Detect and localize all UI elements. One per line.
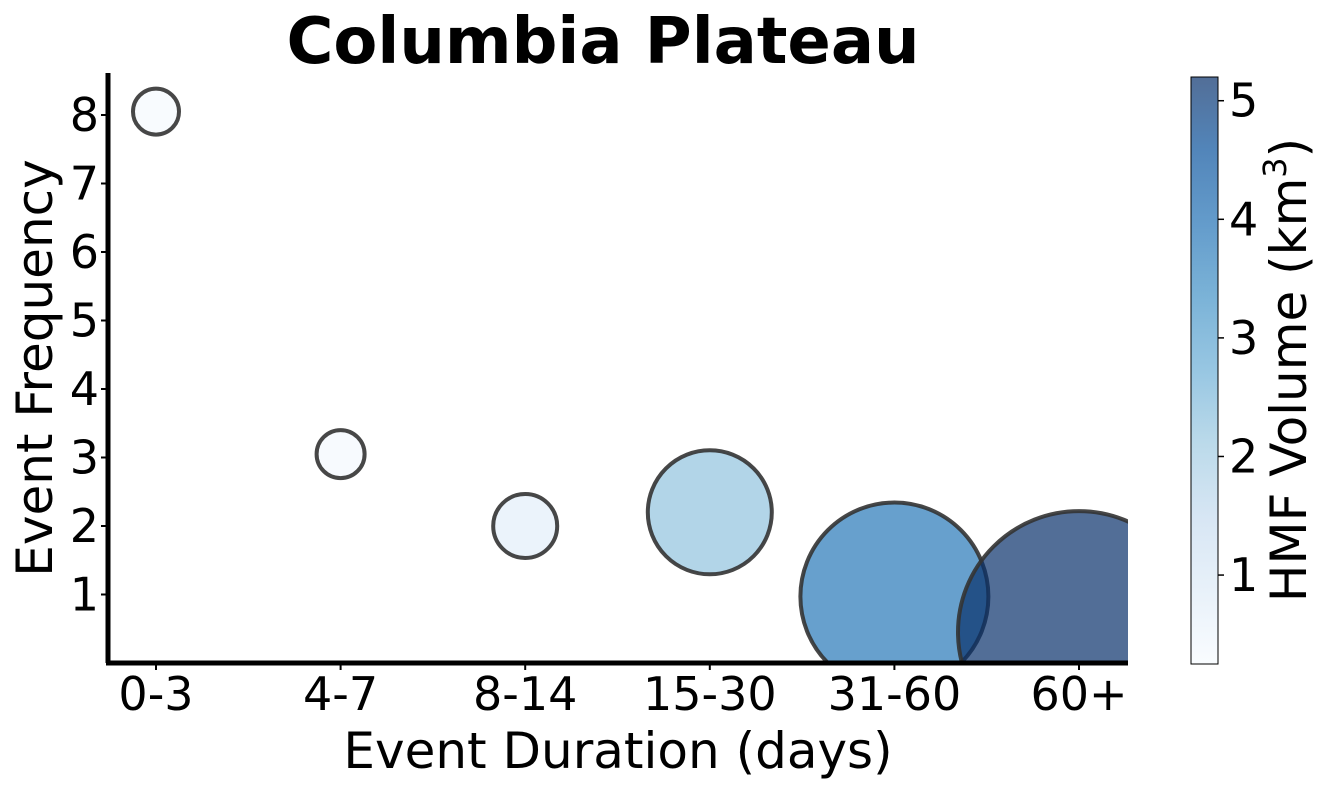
bubble-4-7 [314, 428, 367, 481]
x-axis-label: Event Duration (days) [343, 722, 892, 780]
colorbar-tick-label: 2 [1229, 429, 1258, 483]
x-tick-label: 4-7 [303, 667, 378, 721]
y-tick-label: 8 [70, 88, 99, 142]
y-axis-label: Event Frequency [6, 159, 64, 576]
bubble-series [131, 86, 1128, 663]
colorbar-label: HMF Volume (km3) [1256, 138, 1318, 602]
colorbar-ticks: 1 2 3 4 5 [1218, 74, 1258, 602]
x-tick-label: 60+ [1030, 667, 1127, 721]
y-tick-label: 1 [70, 568, 99, 622]
bubble-8-14 [491, 492, 560, 560]
x-tick-label: 0-3 [118, 667, 193, 721]
bubble-0-3 [131, 86, 181, 137]
y-tick-label: 7 [70, 157, 99, 211]
colorbar-tick-label: 5 [1229, 74, 1258, 128]
x-tick-label: 8-14 [473, 667, 577, 721]
y-tick-label: 3 [70, 431, 99, 485]
x-tick-label: 15-30 [643, 667, 777, 721]
colorbar-tick-label: 4 [1229, 192, 1258, 246]
colorbar-tick-label: 3 [1229, 311, 1258, 365]
y-tick-label: 5 [70, 294, 99, 348]
bubble-15-30 [645, 448, 774, 577]
chart-title: Columbia Plateau [286, 5, 919, 79]
colorbar-tick-label: 1 [1229, 548, 1258, 602]
colorbar [1190, 76, 1219, 665]
bubble-60+ [956, 509, 1128, 663]
x-tick-label: 31-60 [828, 667, 962, 721]
y-tick-label: 6 [70, 225, 99, 279]
y-ticks: 1 2 3 4 5 6 7 8 [70, 88, 108, 622]
y-tick-label: 4 [70, 362, 99, 416]
x-ticks: 0-3 4-7 8-14 15-30 31-60 60+ [118, 663, 1128, 721]
y-tick-label: 2 [70, 499, 99, 553]
